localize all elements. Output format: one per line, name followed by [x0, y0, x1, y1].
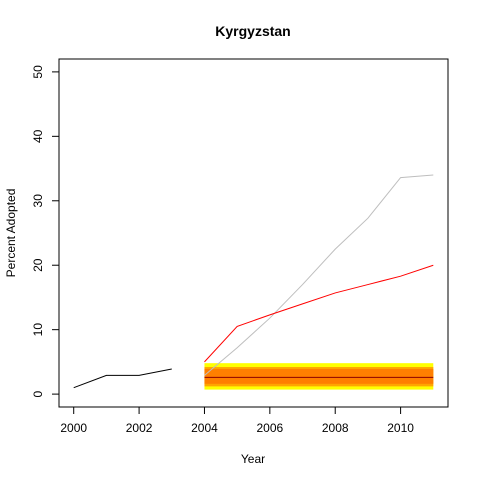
y-tick-label: 20 [31, 258, 45, 272]
series-lines [73, 174, 434, 389]
x-tick-label: 2000 [60, 421, 87, 435]
x-tick-label: 2008 [322, 421, 349, 435]
y-tick-label: 40 [31, 129, 45, 143]
chart-title: Kyrgyzstan [215, 23, 290, 39]
y-tick-label: 0 [31, 390, 45, 397]
series-line-1 [204, 174, 434, 376]
y-tick-label: 10 [31, 323, 45, 337]
y-axis: 0 10 20 30 40 50 [31, 65, 60, 397]
y-axis-label: Percent Adopted [4, 189, 18, 278]
y-tick-label: 50 [31, 65, 45, 79]
plot-frame [58, 58, 449, 408]
x-tick-label: 2004 [191, 421, 218, 435]
x-tick-label: 2002 [126, 421, 153, 435]
uncertainty-bands [204, 363, 434, 390]
band-2 [204, 368, 434, 384]
x-axis-label: Year [241, 452, 265, 466]
x-tick-label: 2006 [256, 421, 283, 435]
series-line-2 [204, 264, 434, 363]
y-tick-label: 30 [31, 194, 45, 208]
x-axis: 2000 2002 2004 2006 2008 2010 [60, 406, 414, 435]
x-tick-label: 2010 [387, 421, 414, 435]
series-line-0 [73, 368, 172, 389]
